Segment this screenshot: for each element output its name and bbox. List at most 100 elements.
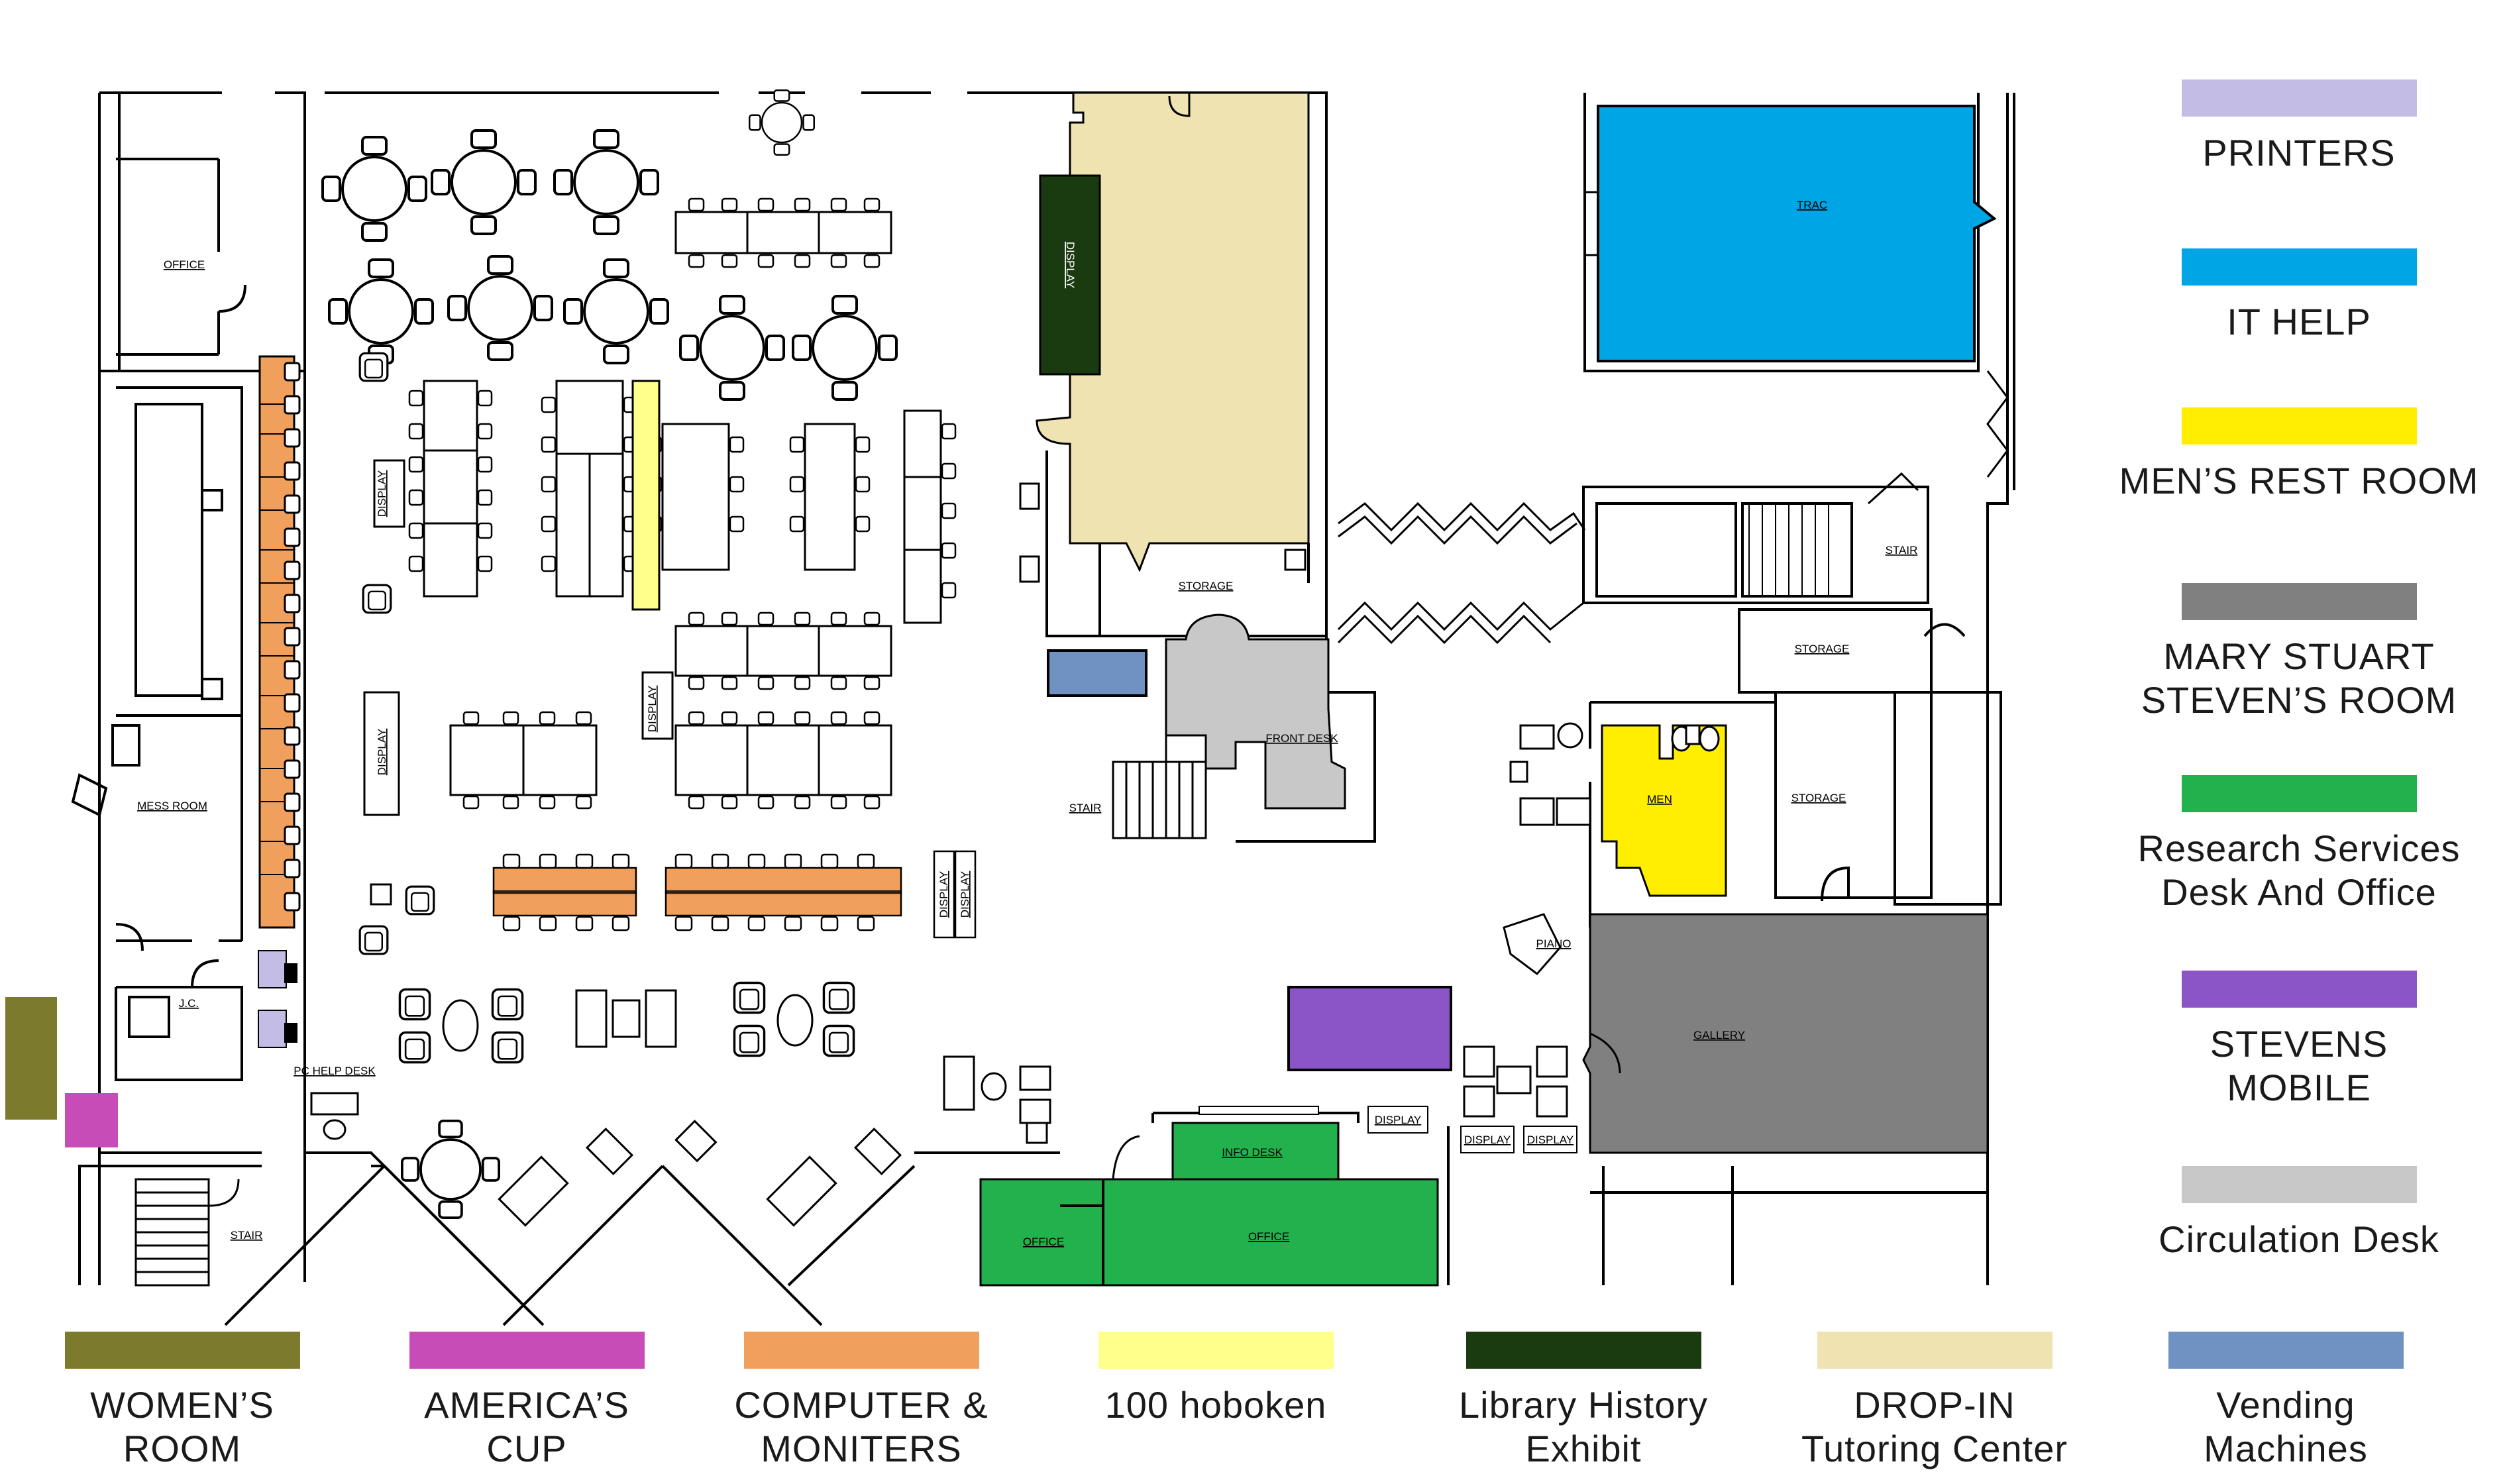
- legend-swatch-computers: [743, 1332, 979, 1369]
- it-help-area: [1597, 105, 1997, 362]
- legend-label-americas-cup: AMERICA’S CUP: [424, 1384, 629, 1469]
- label-office-bottom-2: OFFICE: [1248, 1230, 1289, 1243]
- legend-swatch-research-services: [2181, 775, 2417, 812]
- legend-swatch-stevens-mobile: [2181, 971, 2417, 1008]
- legend-stevens-mobile: STEVENS MOBILE: [2160, 971, 2438, 1110]
- hoboken-area: [631, 380, 661, 611]
- label-gallery: GALLERY: [1693, 1029, 1745, 1041]
- label-display-history: DISPLAY: [1064, 242, 1077, 289]
- label-display-1: DISPLAY: [376, 470, 388, 517]
- legend-swatch-vending: [2168, 1332, 2404, 1369]
- lounge-seating: [310, 352, 1051, 1144]
- legend-womens-room: WOMEN’S ROOM: [40, 1332, 325, 1471]
- legend-label-computers: COMPUTER & MONITERS: [734, 1384, 988, 1469]
- vending-area: [1047, 649, 1147, 697]
- label-office-bottom-1: OFFICE: [1023, 1236, 1064, 1248]
- legend-hoboken: 100 hoboken: [1070, 1332, 1361, 1427]
- label-men: MEN: [1647, 793, 1672, 806]
- it-help-room: [1585, 105, 1997, 362]
- research-office-area: [979, 1178, 1439, 1287]
- printers: [258, 950, 297, 1048]
- legend-mens-rest-room: MEN’S REST ROOM: [2097, 407, 2501, 503]
- label-trac: TRAC: [1797, 199, 1827, 211]
- bottom-round-tables: [401, 1120, 902, 1227]
- gallery-area: [1582, 913, 1989, 1154]
- legend-computers: COMPUTER & MONITERS: [702, 1332, 1020, 1471]
- gallery-room: [1582, 913, 1989, 1154]
- piano-seating: [1463, 722, 1591, 1118]
- left-service-rooms: [71, 158, 246, 1081]
- legend-it-help: IT HELP: [2160, 248, 2438, 344]
- computer-row-left: [258, 355, 301, 929]
- legend-label-womens-room: WOMEN’S ROOM: [90, 1384, 274, 1469]
- label-storage-center: STORAGE: [1179, 580, 1234, 592]
- label-display-6: DISPLAY: [1375, 1114, 1422, 1126]
- mens-room-area: [1601, 724, 1727, 897]
- legend-swatch-womens-room: [64, 1332, 300, 1369]
- legend-label-it-help: IT HELP: [2227, 301, 2371, 343]
- label-piano: PIANO: [1536, 937, 1572, 950]
- label-pc-help-desk: PC HELP DESK: [293, 1065, 376, 1077]
- study-tables: [363, 211, 942, 816]
- printer-2: [258, 1010, 287, 1048]
- legend-swatch-hoboken: [1098, 1332, 1334, 1369]
- label-display-5: DISPLAY: [959, 871, 971, 918]
- research-services: [979, 1106, 1577, 1287]
- label-display-2: DISPLAY: [376, 729, 388, 776]
- label-stair-right: STAIR: [1886, 544, 1918, 556]
- label-jc: J.C.: [179, 997, 199, 1010]
- outer-walls: [78, 91, 2015, 1326]
- legend-swatch-library-history: [1466, 1332, 1701, 1369]
- legend-swatch-dropin-tutoring: [1817, 1332, 2053, 1369]
- legend-label-hoboken: 100 hoboken: [1104, 1384, 1327, 1426]
- legend-label-circulation-desk: Circulation Desk: [2159, 1218, 2439, 1260]
- vending-machines: [1047, 649, 1147, 697]
- info-desk-area: [1171, 1122, 1340, 1181]
- legend-label-vending: Vending Machines: [2204, 1384, 2368, 1469]
- legend-dropin-tutoring: DROP-IN Tutoring Center: [1762, 1332, 2107, 1471]
- legend-label-mens-rest-room: MEN’S REST ROOM: [2119, 460, 2479, 502]
- americas-cup-area: [65, 1093, 118, 1147]
- tutoring-center-area: [1036, 91, 1310, 572]
- legend-swatch-mary-stuart: [2181, 583, 2417, 620]
- swatch-americas-cup-area: [65, 1093, 118, 1147]
- legend-label-dropin-tutoring: DROP-IN Tutoring Center: [1801, 1384, 2068, 1469]
- room-labels: OFFICE MESS ROOM J.C. PC HELP DESK STAIR…: [137, 199, 1917, 1248]
- tutoring-center: [1019, 91, 1326, 637]
- label-storage-right-2: STORAGE: [1791, 792, 1846, 804]
- label-storage-right-1: STORAGE: [1795, 643, 1850, 655]
- label-stair-center: STAIR: [1069, 802, 1102, 814]
- stevens-mobile: [1287, 986, 1452, 1071]
- label-display-8: DISPLAY: [1527, 1134, 1574, 1146]
- legend-label-stevens-mobile: STEVENS MOBILE: [2210, 1023, 2388, 1108]
- bottom-left-stair: [134, 1178, 240, 1287]
- circulation-area: [1165, 613, 1376, 843]
- legend-vending: Vending Machines: [2140, 1332, 2431, 1471]
- mens-room-area-group: [1601, 724, 1727, 897]
- label-stair-bottom-left: STAIR: [231, 1229, 263, 1242]
- label-display-3: DISPLAY: [646, 686, 659, 733]
- legend-swatch-mens-rest-room: [2181, 407, 2417, 445]
- label-display-4: DISPLAY: [937, 871, 950, 918]
- front-desk-area: [1165, 613, 1346, 810]
- label-front-desk: FRONT DESK: [1265, 732, 1338, 745]
- legend-swatch-circulation-desk: [2181, 1166, 2417, 1203]
- womens-room-area: [5, 997, 57, 1120]
- label-office-left: OFFICE: [164, 258, 205, 271]
- legend-swatch-americas-cup: [409, 1332, 645, 1369]
- legend-mary-stuart: MARY STUART STEVEN’S ROOM: [2094, 583, 2504, 722]
- legend-research-services: Research Services Desk And Office: [2094, 775, 2504, 914]
- legend-library-history: Library History Exhibit: [1411, 1332, 1756, 1471]
- legend-label-mary-stuart: MARY STUART STEVEN’S ROOM: [2141, 635, 2457, 721]
- right-rooms: [1582, 472, 2002, 928]
- label-display-7: DISPLAY: [1464, 1134, 1511, 1146]
- swatch-womens-room-area: [5, 997, 57, 1120]
- stevens-mobile-area: [1287, 986, 1452, 1071]
- legend-printers: PRINTERS: [2160, 80, 2438, 175]
- label-info-desk: INFO DESK: [1222, 1146, 1283, 1159]
- label-mess-room: MESS ROOM: [137, 800, 207, 812]
- computer-tables-bottom: [492, 850, 977, 939]
- legend-swatch-it-help: [2181, 248, 2417, 286]
- printer-1: [258, 950, 287, 988]
